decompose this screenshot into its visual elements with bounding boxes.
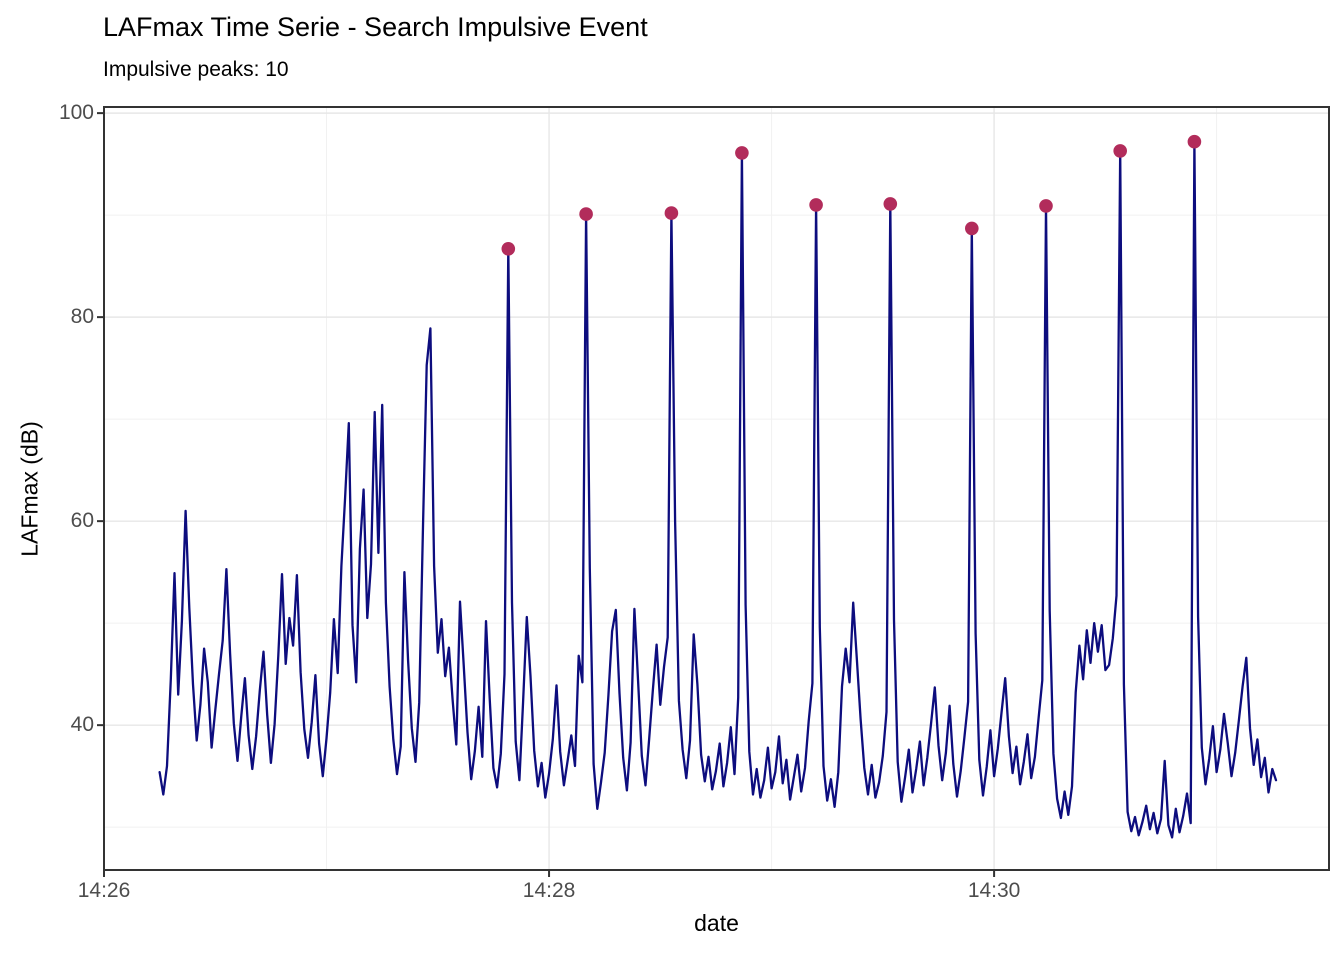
impulsive-peak-marker [1113, 144, 1127, 158]
x-tick-label-1430: 14:30 [967, 879, 1021, 902]
impulsive-peak-marker [735, 146, 749, 160]
y-axis-title: LAFmax (dB) [16, 421, 43, 557]
impulsive-peak-marker [664, 206, 679, 220]
panel-background [104, 107, 1329, 870]
impulsive-peak-marker [1039, 199, 1053, 213]
impulsive-peak-marker [501, 242, 516, 256]
y-tick-label-100: 100 [58, 101, 94, 125]
panel-border [103, 106, 1330, 871]
lafmax-line [158, 140, 1278, 839]
impulsive-peak-marker [1187, 134, 1202, 149]
y-tick-label-80: 80 [70, 305, 94, 329]
x-tick-label-1428: 14:28 [522, 879, 576, 902]
impulsive-peak-marker [809, 198, 823, 212]
x-tick-label-1426: 14:26 [77, 879, 131, 902]
impulsive-peak-marker [883, 197, 898, 211]
x-axis-title: date [694, 910, 739, 936]
impulsive-peak-marker [965, 221, 979, 236]
y-tick-label-40: 40 [70, 713, 94, 737]
chart-title: LAFmax Time Serie - Search Impulsive Eve… [103, 12, 648, 42]
chart-subtitle: Impulsive peaks: 10 [103, 58, 289, 81]
impulsive-peak-marker [579, 207, 593, 221]
y-tick-label-60: 60 [70, 509, 94, 533]
